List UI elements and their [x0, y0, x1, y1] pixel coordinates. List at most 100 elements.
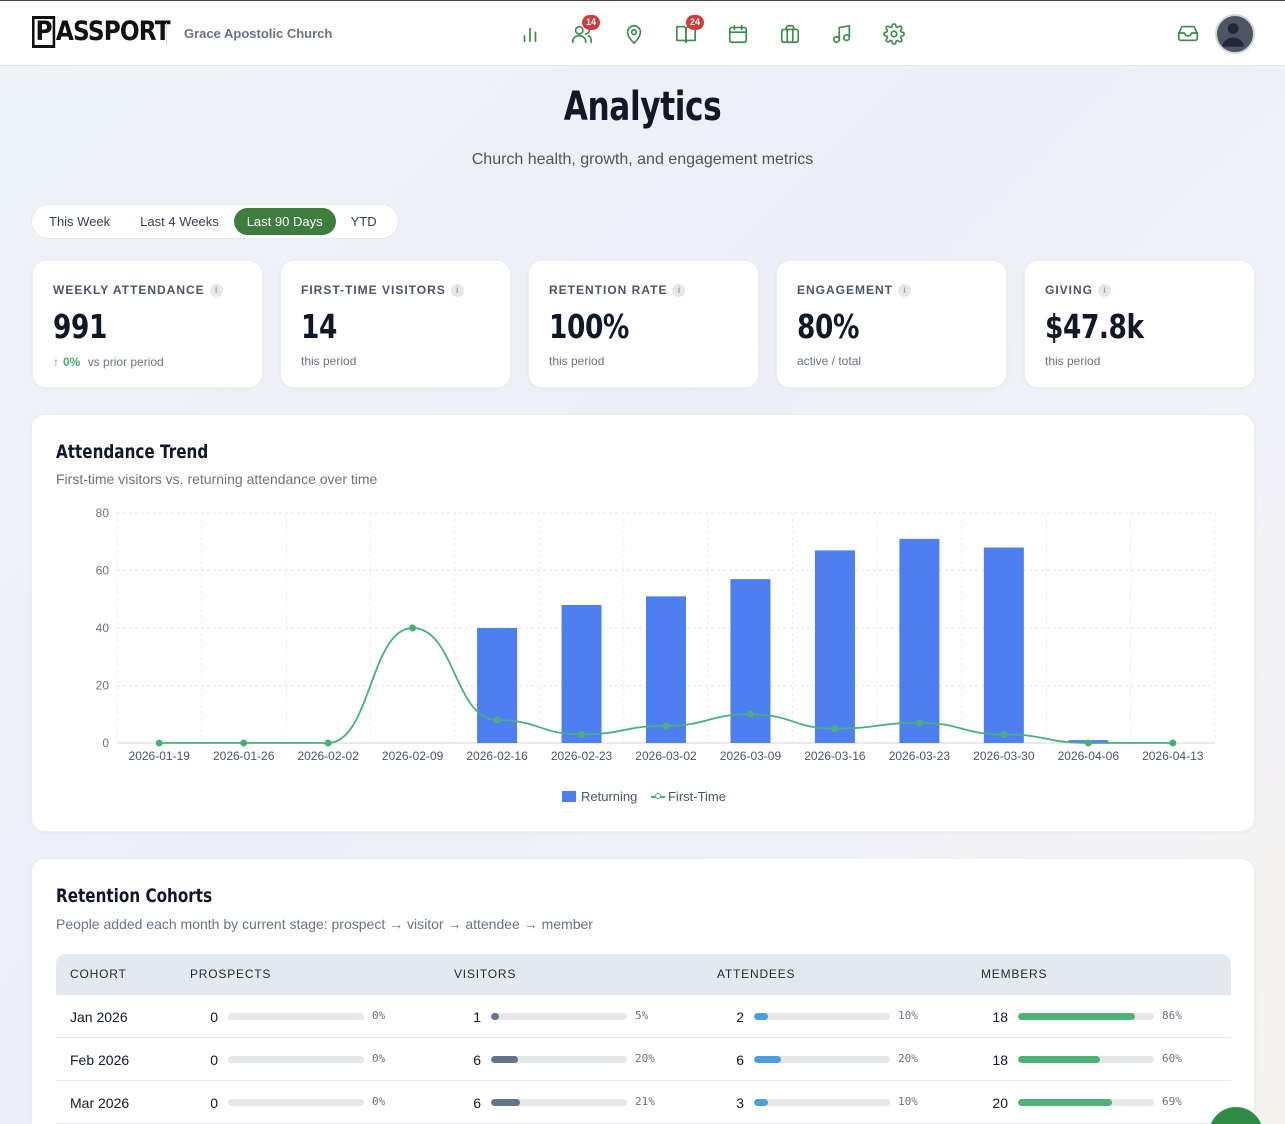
x-tick-label: 2026-03-16: [804, 749, 866, 763]
attendees-progress-fill: [754, 1099, 768, 1106]
user-avatar-icon: [1222, 23, 1244, 47]
passport-logo[interactable]: P ASSPORT: [32, 15, 171, 49]
nav-calendar-button[interactable]: [725, 21, 751, 47]
stat-value: 80%: [797, 307, 859, 346]
stat-value: 100%: [549, 307, 629, 346]
bar-returning: [646, 596, 686, 743]
point-first-time: [1169, 739, 1177, 747]
info-icon[interactable]: i: [898, 284, 912, 297]
prospects-percent: 0%: [372, 1009, 386, 1022]
members-count: 20: [992, 1095, 1008, 1111]
book-badge: 24: [686, 15, 704, 30]
visitors-progress-fill: [491, 1056, 519, 1063]
prospects-percent: 0%: [372, 1052, 386, 1065]
period-last-90-days[interactable]: Last 90 Days: [233, 208, 336, 235]
stat-value: 14: [301, 307, 337, 346]
info-icon[interactable]: i: [1098, 284, 1112, 297]
nav-settings-button[interactable]: [881, 21, 907, 47]
people-badge: 14: [582, 15, 600, 30]
bar-returning: [730, 579, 771, 743]
table-row: Mar 2026 0 0% 6 21% 3 10% 20 69%: [56, 1081, 1231, 1124]
members-percent: 69%: [1162, 1095, 1182, 1108]
prospects-cell: 0 0%: [186, 995, 426, 1038]
attendance-trend-panel: Attendance Trend First-time visitors vs.…: [31, 414, 1255, 832]
y-tick-label: 80: [96, 506, 110, 520]
legend-label-first-time[interactable]: First-Time: [667, 789, 726, 805]
info-icon[interactable]: i: [450, 284, 464, 297]
stat-note: vs prior period: [87, 355, 164, 369]
user-avatar[interactable]: [1215, 14, 1255, 54]
attendees-cell: 2 10%: [712, 995, 952, 1038]
page-subtitle: Church health, growth, and engagement me…: [471, 151, 814, 168]
prospects-progress-bar: [228, 1056, 364, 1063]
attendees-progress-fill: [754, 1056, 782, 1063]
attendees-count: 2: [736, 1009, 744, 1025]
prospects-progress-bar: [228, 1013, 364, 1020]
prospects-percent: 0%: [372, 1095, 386, 1108]
nav-people-button[interactable]: 14: [569, 15, 600, 47]
floating-action-button[interactable]: [1209, 1107, 1263, 1124]
members-progress-fill: [1018, 1099, 1112, 1106]
bar-returning: [561, 605, 602, 743]
church-name: Grace Apostolic Church: [184, 26, 333, 41]
nav-analytics-button[interactable]: [517, 21, 543, 47]
legend-label-returning[interactable]: Returning: [580, 789, 638, 805]
nav-book-button[interactable]: 24: [673, 15, 704, 47]
stat-label: RETENTION RATE: [549, 283, 668, 297]
members-count: 18: [992, 1052, 1008, 1068]
visitors-cell: 6 20%: [449, 1038, 689, 1081]
nav-location-button[interactable]: [621, 21, 647, 47]
stat-label: WEEKLY ATTENDANCE: [53, 283, 205, 297]
inbox-button[interactable]: [1177, 22, 1201, 46]
cohort-name: Jan 2026: [70, 1009, 128, 1025]
stat-note: this period: [549, 354, 605, 368]
calendar-icon: [728, 24, 748, 44]
nav-music-button[interactable]: [829, 21, 855, 47]
visitors-progress-fill: [491, 1013, 500, 1020]
stat-label: FIRST-TIME VISITORS: [301, 283, 446, 297]
info-icon[interactable]: i: [209, 284, 223, 297]
members-percent: 86%: [1162, 1009, 1182, 1022]
prospects-count: 0: [210, 1009, 218, 1025]
prospects-count: 0: [210, 1095, 218, 1111]
point-first-time: [155, 739, 163, 747]
attendees-percent: 10%: [898, 1009, 918, 1022]
stat-card-weekly-attendance: WEEKLY ATTENDANCE i 991 ↑ 0% vs prior peri…: [32, 260, 263, 388]
nav-briefcase-button[interactable]: [777, 21, 803, 47]
attendees-progress-fill: [754, 1013, 768, 1020]
attendees-progress-bar: [754, 1099, 890, 1106]
y-tick-label: 40: [96, 621, 110, 635]
attendees-percent: 20%: [898, 1052, 918, 1065]
period-last-4-weeks[interactable]: Last 4 Weeks: [140, 214, 219, 229]
legend-swatch-returning: [561, 791, 576, 803]
x-tick-label: 2026-02-16: [466, 749, 528, 763]
cohort-table: COHORT PROSPECTS VISITORS ATTENDEES MEMB…: [56, 954, 1231, 1124]
visitors-progress-bar: [491, 1013, 627, 1020]
point-first-time: [746, 710, 754, 718]
visitors-percent: 20%: [635, 1052, 655, 1065]
members-progress-fill: [1018, 1013, 1135, 1020]
members-progress-bar: [1018, 1099, 1154, 1106]
stat-card-retention-rate: RETENTION RATE i 100% this period: [528, 260, 759, 388]
location-icon: [626, 24, 642, 44]
column-header: VISITORS: [454, 967, 517, 981]
chart-legend: Returning First-Time: [32, 788, 1256, 804]
visitors-count: 6: [473, 1052, 481, 1068]
members-progress-fill: [1018, 1056, 1100, 1063]
x-tick-label: 2026-03-23: [889, 749, 951, 763]
visitors-progress-bar: [491, 1099, 627, 1106]
x-tick-label: 2026-02-09: [382, 749, 444, 763]
prospects-cell: 0 0%: [186, 1038, 426, 1081]
cohort-name: Feb 2026: [70, 1052, 130, 1068]
info-icon[interactable]: i: [672, 284, 686, 297]
x-tick-label: 2026-04-06: [1058, 749, 1120, 763]
y-tick-label: 20: [96, 679, 110, 693]
period-this-week[interactable]: This Week: [49, 214, 111, 229]
period-ytd[interactable]: YTD: [350, 214, 377, 229]
members-cell: 18 86%: [976, 995, 1216, 1038]
point-first-time: [409, 624, 417, 632]
column-header: COHORT: [70, 967, 127, 981]
visitors-cell: 1 5%: [449, 995, 689, 1038]
visitors-progress-bar: [491, 1056, 627, 1063]
members-cell: 20 69%: [976, 1081, 1216, 1124]
